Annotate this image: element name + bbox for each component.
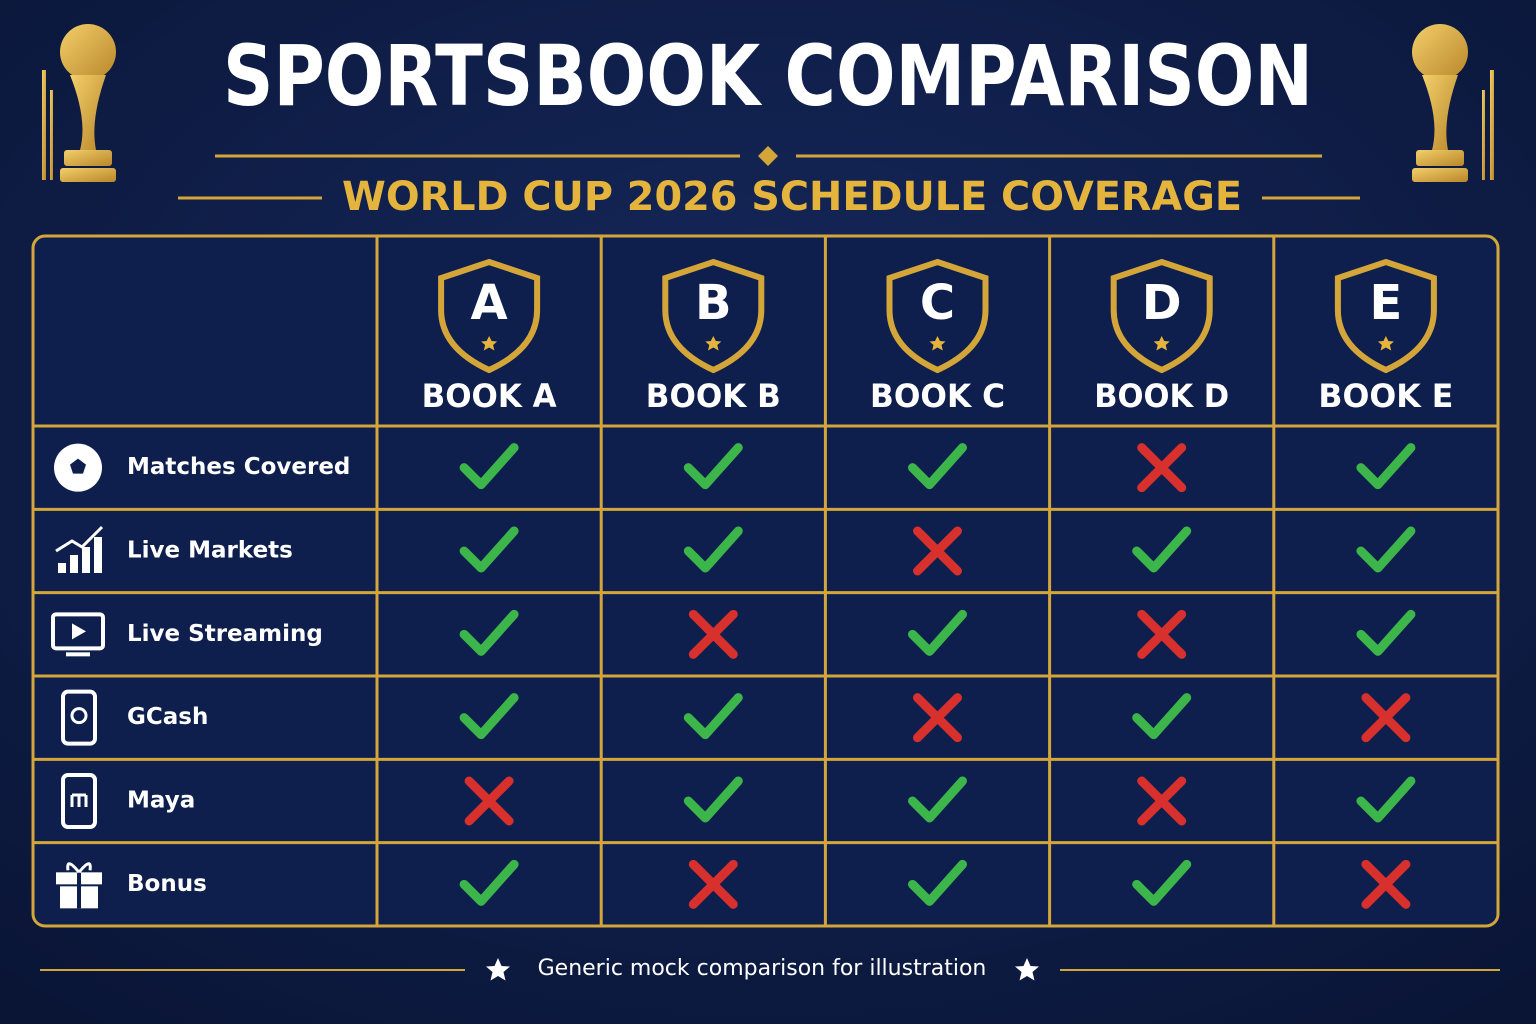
title: SPORTSBOOK COMPARISON (223, 27, 1313, 125)
cross-mark (1137, 443, 1187, 493)
diamond (758, 146, 778, 166)
check-mark (459, 526, 519, 573)
cross-mark (1361, 859, 1411, 909)
badge-letter: A (471, 275, 508, 331)
column-name: BOOK B (646, 377, 781, 415)
check-mark (459, 693, 519, 740)
badge-letter: C (920, 275, 955, 331)
row-icon (70, 555, 78, 573)
check-mark (683, 776, 743, 823)
cross-mark (913, 526, 962, 576)
subtitle: WORLD CUP 2026 SCHEDULE COVERAGE (342, 174, 1242, 220)
badge-letter: E (1370, 275, 1403, 331)
cross-mark (1137, 776, 1187, 826)
column-name: BOOK A (422, 377, 557, 415)
check-mark (908, 443, 967, 490)
row-icon (94, 537, 102, 573)
shield (1334, 258, 1437, 374)
badge-star (1377, 336, 1394, 351)
check-mark (1356, 443, 1416, 490)
row-icon (77, 872, 81, 909)
column-name: BOOK C (870, 377, 1005, 415)
cross-mark (1137, 609, 1187, 659)
row-icon (70, 458, 86, 474)
row-icon (61, 773, 97, 829)
row-label: Live Markets (127, 538, 293, 564)
trophy-right (1412, 24, 1494, 182)
check-mark (1356, 609, 1416, 656)
row-label: GCash (127, 704, 208, 730)
badge-star (705, 336, 722, 351)
cross-mark (464, 776, 514, 826)
shield (662, 258, 765, 374)
table-frame (31, 234, 1500, 928)
cross-mark (913, 693, 962, 743)
row-icon (51, 612, 105, 651)
row-icon (61, 689, 97, 746)
badge-star (481, 336, 498, 351)
check-mark (683, 693, 743, 740)
row-icon (70, 793, 88, 807)
check-mark (1356, 776, 1416, 823)
cross-mark (688, 609, 738, 659)
footer-note: Generic mock comparison for illustration (538, 956, 987, 981)
badge-star (929, 336, 946, 351)
badge-star (1153, 336, 1170, 351)
row-label: Maya (127, 788, 195, 814)
check-mark (683, 443, 743, 490)
cross-mark (688, 859, 738, 909)
column-name: BOOK E (1318, 377, 1453, 415)
star (1015, 958, 1039, 981)
shield (438, 258, 541, 374)
row-label: Bonus (127, 871, 207, 897)
check-mark (1132, 526, 1192, 573)
check-mark (1132, 859, 1192, 906)
row-icon (72, 623, 86, 640)
row-label: Matches Covered (127, 454, 350, 480)
check-mark (459, 609, 519, 656)
badge-letter: D (1142, 275, 1182, 331)
row-icon (82, 547, 90, 573)
table: A BOOK A B BOOK B C BOOK C D BOOK D E BOOK E Match… (33, 236, 1498, 926)
row-icon (58, 563, 66, 573)
check-mark (1356, 526, 1416, 573)
column-name: BOOK D (1094, 377, 1229, 415)
badge-letter: B (695, 275, 732, 331)
row-icon (66, 862, 92, 874)
check-mark (459, 859, 519, 906)
row-label: Live Streaming (127, 621, 323, 647)
row-icon (66, 652, 90, 657)
trophy-left (42, 24, 116, 182)
row-icon (55, 525, 104, 553)
shield (886, 258, 989, 374)
check-mark (1132, 693, 1192, 740)
check-mark (459, 443, 519, 490)
check-mark (908, 609, 967, 656)
row-icon (70, 707, 88, 725)
check-mark (683, 526, 743, 573)
star (486, 958, 510, 981)
check-mark (908, 776, 967, 823)
cross-mark (1361, 693, 1411, 743)
check-mark (908, 859, 967, 906)
shield (1110, 258, 1213, 374)
